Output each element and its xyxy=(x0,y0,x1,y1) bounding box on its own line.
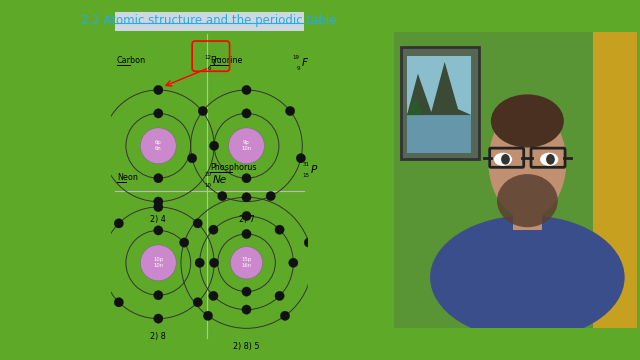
Text: 10: 10 xyxy=(205,183,212,188)
Circle shape xyxy=(193,219,202,228)
Text: 15: 15 xyxy=(303,173,310,178)
Text: 12: 12 xyxy=(205,55,212,60)
Circle shape xyxy=(195,258,204,267)
Text: Phosphorus: Phosphorus xyxy=(211,163,257,172)
Circle shape xyxy=(275,225,284,234)
Circle shape xyxy=(209,258,219,267)
Circle shape xyxy=(242,174,251,183)
Circle shape xyxy=(154,291,163,300)
Text: Carbon: Carbon xyxy=(117,56,146,65)
Ellipse shape xyxy=(540,153,558,166)
Bar xyxy=(115,12,304,31)
Circle shape xyxy=(242,109,251,118)
Circle shape xyxy=(242,305,251,314)
Text: 20: 20 xyxy=(205,172,212,177)
Ellipse shape xyxy=(494,153,512,166)
Text: 2.2 Atomic structure and the periodic table: 2.2 Atomic structure and the periodic ta… xyxy=(81,14,337,27)
Text: 6: 6 xyxy=(208,66,212,71)
Text: F: F xyxy=(301,58,307,68)
Circle shape xyxy=(198,106,207,116)
Circle shape xyxy=(209,291,218,301)
Bar xyxy=(513,201,542,230)
Circle shape xyxy=(242,193,251,202)
Circle shape xyxy=(289,258,298,267)
Circle shape xyxy=(154,85,163,95)
Text: 9: 9 xyxy=(296,66,300,71)
Text: 2) 8) 5: 2) 8) 5 xyxy=(233,342,260,351)
Text: 15p
16n: 15p 16n xyxy=(241,257,252,268)
Circle shape xyxy=(154,202,163,212)
Circle shape xyxy=(285,106,295,116)
Text: 19: 19 xyxy=(292,55,300,60)
Text: 6p
6n: 6p 6n xyxy=(155,140,162,151)
Text: 2) 4: 2) 4 xyxy=(150,215,166,224)
Text: Ne: Ne xyxy=(213,175,227,185)
Circle shape xyxy=(242,287,251,296)
Text: Fluorine: Fluorine xyxy=(211,56,243,65)
Circle shape xyxy=(304,238,314,247)
Circle shape xyxy=(154,174,163,183)
Circle shape xyxy=(230,247,262,279)
Text: Neon: Neon xyxy=(117,173,138,182)
Text: 10p
10n: 10p 10n xyxy=(153,257,163,268)
FancyBboxPatch shape xyxy=(401,47,479,159)
Circle shape xyxy=(501,154,510,165)
Circle shape xyxy=(140,128,176,164)
Text: P: P xyxy=(311,165,317,175)
Circle shape xyxy=(204,311,212,320)
Circle shape xyxy=(275,291,284,301)
Ellipse shape xyxy=(488,106,566,219)
Bar xyxy=(407,56,472,115)
Text: C: C xyxy=(213,58,220,68)
Circle shape xyxy=(193,298,202,307)
Bar xyxy=(593,32,637,328)
Circle shape xyxy=(546,154,555,165)
Circle shape xyxy=(154,226,163,235)
Circle shape xyxy=(242,229,251,239)
Circle shape xyxy=(242,211,251,221)
Circle shape xyxy=(114,219,124,228)
Circle shape xyxy=(218,192,227,201)
Circle shape xyxy=(188,153,196,163)
Polygon shape xyxy=(407,62,472,115)
Text: 31: 31 xyxy=(303,162,310,167)
Circle shape xyxy=(280,311,290,320)
Circle shape xyxy=(242,85,251,95)
Circle shape xyxy=(154,197,163,206)
Circle shape xyxy=(114,298,124,307)
Circle shape xyxy=(179,238,189,247)
Circle shape xyxy=(209,141,219,150)
Circle shape xyxy=(209,225,218,234)
Circle shape xyxy=(98,141,107,150)
Ellipse shape xyxy=(430,215,625,339)
Circle shape xyxy=(296,153,305,163)
Circle shape xyxy=(228,128,264,164)
Text: 2) 8: 2) 8 xyxy=(150,332,166,341)
Polygon shape xyxy=(407,97,423,115)
Circle shape xyxy=(266,192,275,201)
Ellipse shape xyxy=(497,174,558,227)
Bar xyxy=(407,115,472,153)
Circle shape xyxy=(98,258,107,267)
Ellipse shape xyxy=(491,94,564,148)
Circle shape xyxy=(154,109,163,118)
Text: 9p
10n: 9p 10n xyxy=(241,140,252,151)
Circle shape xyxy=(154,314,163,323)
Text: 2) 7: 2) 7 xyxy=(239,215,255,224)
Circle shape xyxy=(140,245,176,281)
